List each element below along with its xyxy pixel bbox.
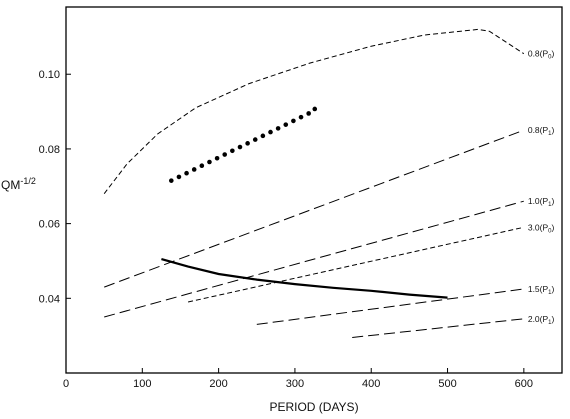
x-tick-label: 200 [209, 378, 227, 390]
data-point [222, 152, 228, 157]
x-tick-label: 600 [515, 378, 533, 390]
y-tick-label: 0.10 [39, 69, 60, 81]
data-point [252, 137, 258, 142]
data-point [176, 174, 182, 180]
series-label: 1.5(P1) [528, 284, 555, 296]
plot-frame [65, 6, 563, 374]
series-line-3-0-p0 [187, 226, 524, 303]
data-point [312, 106, 318, 112]
data-point [207, 159, 212, 165]
series-line-2-0-p1 [352, 318, 524, 338]
series-label: 1.0(P1) [528, 196, 555, 208]
y-tick-label: 0.04 [39, 293, 60, 305]
data-point [184, 170, 189, 176]
ticks-layer: 0 100 200 300 400 500 600 0.04 0.06 0.08 0.10 [39, 69, 533, 390]
data-point [306, 111, 311, 116]
series-label: 3.0(P0) [528, 222, 555, 234]
data-point [260, 133, 266, 139]
data-point [268, 129, 273, 135]
x-tick-label: 400 [362, 378, 380, 390]
x-tick-label: 0 [63, 378, 69, 390]
x-tick-label: 300 [286, 378, 304, 390]
y-axis-title: QM-1/2 [1, 176, 36, 192]
y-tick-label: 0.06 [39, 219, 60, 231]
y-axis-title-exponent: -1/2 [20, 176, 36, 186]
data-point [230, 148, 235, 154]
data-point [214, 155, 220, 161]
y-tick-label: 0.08 [39, 144, 60, 156]
series-layer [103, 28, 525, 338]
data-point [291, 118, 296, 124]
series-line-0-8-p1 [104, 129, 524, 288]
data-point [275, 126, 281, 131]
series-line-1-5-p1 [256, 288, 524, 325]
x-tick-label: 500 [438, 378, 456, 390]
series-line-1-0-p1 [104, 200, 524, 318]
data-point [169, 178, 174, 183]
data-point [298, 114, 304, 120]
series-labels: 0.8(P0) 0.8(P1) 1.0(P1) 3.0(P0) 1.5(P1) 2.0(P… [528, 49, 555, 326]
x-axis-title: PERIOD (DAYS) [269, 400, 358, 414]
series-line-solid [161, 258, 448, 299]
data-point [237, 144, 243, 150]
data-point [199, 163, 205, 169]
x-tick-label: 100 [133, 378, 151, 390]
series-line-0-8-p0 [103, 28, 525, 195]
series-label: 0.8(P0) [528, 49, 555, 61]
data-point [191, 167, 197, 172]
data-point [245, 141, 250, 146]
data-point [283, 122, 289, 127]
y-axis-title-main: QM [1, 178, 20, 192]
series-label: 2.0(P1) [528, 314, 555, 326]
series-label: 0.8(P1) [528, 125, 555, 137]
